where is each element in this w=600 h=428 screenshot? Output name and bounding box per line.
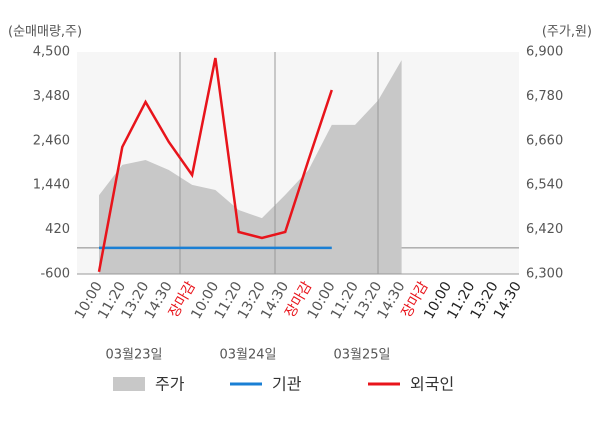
y-tick-label: -600	[40, 267, 70, 282]
y-tick-label: 4,500	[33, 45, 70, 60]
date-label: 03월24일	[219, 348, 276, 363]
legend-label: 외국인	[410, 375, 454, 394]
y2-tick-label: 6,420	[526, 222, 563, 237]
y2-tick-label: 6,780	[526, 89, 563, 104]
date-label: 03월23일	[105, 348, 162, 363]
date-label: 03월25일	[333, 348, 390, 363]
series-line	[97, 57, 333, 273]
y2-tick-label: 6,900	[526, 45, 563, 60]
y-tick-label: 3,480	[33, 89, 70, 104]
legend-swatch	[113, 377, 145, 391]
legend-label: 기관	[272, 375, 302, 394]
y2-tick-label: 6,300	[526, 267, 563, 282]
y2-axis-title: (주가,원)	[542, 25, 592, 40]
y-tick-label: 1,440	[33, 178, 70, 193]
price-area	[99, 60, 402, 274]
y-tick-label: 2,460	[33, 133, 70, 148]
legend-label: 주가	[155, 375, 185, 394]
y-tick-label: 420	[45, 222, 70, 237]
y2-tick-label: 6,540	[526, 178, 563, 193]
y2-tick-label: 6,660	[526, 133, 563, 148]
y-axis-title: (순매매량,주)	[8, 25, 82, 40]
